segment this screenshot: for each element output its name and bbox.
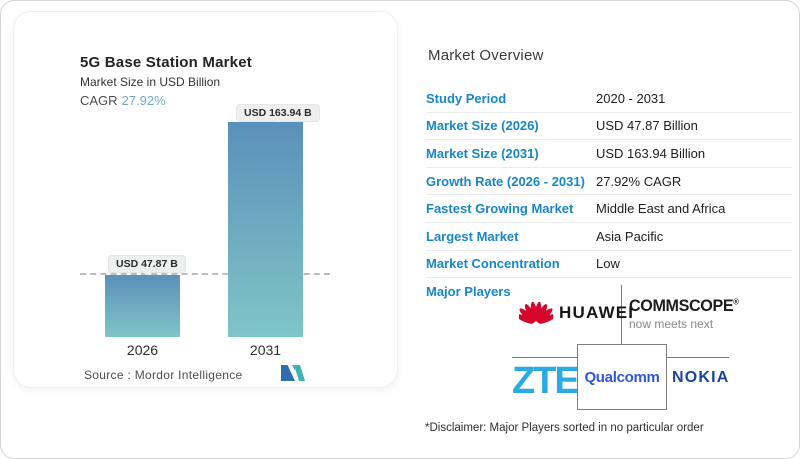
x-axis-label-2026: 2026 xyxy=(126,342,159,358)
row-label: Study Period xyxy=(426,90,507,106)
qualcomm-wordmark: Qualcomm xyxy=(584,368,660,386)
commscope-tagline: now meets next xyxy=(629,317,714,331)
x-axis-label-2031: 2031 xyxy=(249,342,282,358)
reference-dashed-line xyxy=(80,273,330,275)
huawei-wordmark: HUAWEI xyxy=(559,302,635,322)
commscope-logo: COMMSCOPE® now meets next xyxy=(629,296,744,331)
qualcomm-logo-box: Qualcomm xyxy=(577,344,667,410)
zte-logo: ZTE xyxy=(512,360,580,402)
bar-2026 xyxy=(105,275,180,337)
commscope-name-text: COMMSCOPE xyxy=(629,296,734,315)
registered-mark: ® xyxy=(733,297,739,307)
row-label: Fastest Growing Market xyxy=(426,201,574,217)
row-label: Market Concentration xyxy=(426,256,560,272)
chart-subtitle: Market Size in USD Billion xyxy=(80,75,221,89)
overview-table: Study Period 2020 - 2031 Market Size (20… xyxy=(426,85,792,279)
chart-cagr-line: CAGR 27.92% xyxy=(80,93,166,108)
bar-value-label-2031: USD 163.94 B xyxy=(236,104,320,125)
row-value: Middle East and Africa xyxy=(596,201,726,217)
table-row-fastest-growing-market: Fastest Growing Market Middle East and A… xyxy=(426,195,792,223)
table-row-market-concentration: Market Concentration Low xyxy=(426,251,792,279)
row-value: USD 47.87 Billion xyxy=(596,118,698,134)
major-players-label: Major Players xyxy=(426,284,511,299)
row-value: Asia Pacific xyxy=(596,228,664,244)
row-value: USD 163.94 Billion xyxy=(596,145,706,161)
chart-card: 5G Base Station Market Market Size in US… xyxy=(13,11,398,388)
disclaimer-text: *Disclaimer: Major Players sorted in no … xyxy=(425,422,704,434)
row-label: Largest Market xyxy=(426,228,519,244)
source-attribution: Source : Mordor Intelligence xyxy=(84,368,243,382)
commscope-wordmark: COMMSCOPE® xyxy=(629,296,739,316)
chart-title: 5G Base Station Market xyxy=(80,54,252,71)
overview-heading: Market Overview xyxy=(428,47,544,64)
huawei-flower-icon xyxy=(519,301,553,324)
table-row-study-period: Study Period 2020 - 2031 xyxy=(426,85,792,113)
table-row-largest-market: Largest Market Asia Pacific xyxy=(426,223,792,251)
row-label: Market Size (2026) xyxy=(426,118,539,134)
bar-value-label-2026: USD 47.87 B xyxy=(108,255,186,276)
row-value: 27.92% CAGR xyxy=(596,173,682,189)
table-row-market-size-2031: Market Size (2031) USD 163.94 Billion xyxy=(426,140,792,168)
row-value: Low xyxy=(596,256,620,272)
connector-line-left xyxy=(512,357,577,358)
table-row-market-size-2026: Market Size (2026) USD 47.87 Billion xyxy=(426,113,792,141)
nokia-logo: NOKIA xyxy=(672,369,730,386)
row-label: Market Size (2031) xyxy=(426,145,539,161)
table-row-growth-rate: Growth Rate (2026 - 2031) 27.92% CAGR xyxy=(426,168,792,196)
mordor-intelligence-logo-icon xyxy=(281,365,305,381)
connector-line-right xyxy=(666,357,729,358)
row-label: Growth Rate (2026 - 2031) xyxy=(426,173,585,189)
divider-huawei-commscope xyxy=(621,285,622,344)
bar-2031 xyxy=(228,122,303,337)
cagr-label: CAGR xyxy=(80,93,118,108)
row-value: 2020 - 2031 xyxy=(596,90,666,106)
huawei-logo: HUAWEI xyxy=(519,299,634,326)
cagr-value: 27.92% xyxy=(121,93,166,108)
